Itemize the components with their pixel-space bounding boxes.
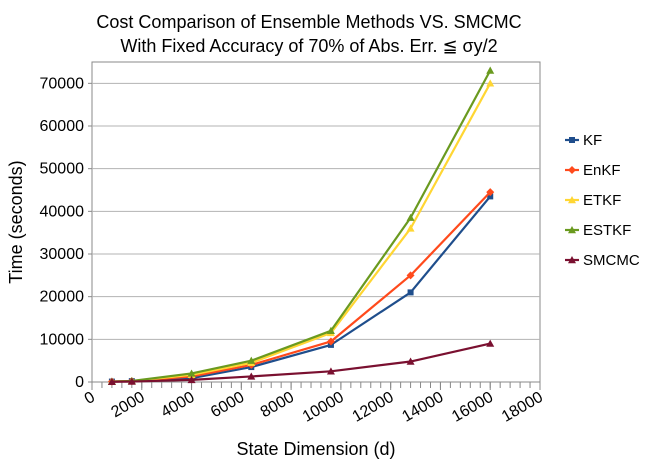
data-point-smcmc	[406, 357, 415, 365]
data-point-estkf	[486, 66, 495, 74]
series-estkf	[107, 66, 495, 385]
legend-item-enkf: EnKF	[565, 162, 621, 179]
legend: KF EnKF ETKF ESTKF SMCMC	[565, 132, 640, 269]
legend-label: SMCMC	[583, 252, 640, 269]
data-point-smcmc	[326, 367, 335, 375]
legend-item-etkf: ETKF	[565, 192, 621, 209]
data-point-kf	[487, 193, 494, 200]
y-tick-label: 60000	[40, 118, 85, 135]
data-point-etkf	[486, 79, 495, 87]
data-point-enkf	[326, 337, 335, 346]
legend-marker	[568, 256, 576, 264]
y-axis-title: Time (seconds)	[6, 160, 26, 283]
legend-label: KF	[583, 132, 602, 149]
y-tick-label: 40000	[40, 203, 85, 220]
y-tick-label: 70000	[40, 75, 85, 92]
x-tick-label: 4000	[158, 389, 197, 422]
data-point-smcmc	[127, 377, 136, 385]
y-tick-label: 0	[75, 374, 84, 391]
legend-item-estkf: ESTKF	[565, 222, 631, 239]
series-line-etkf	[111, 82, 492, 383]
plot-area-border	[91, 61, 541, 383]
data-point-smcmc	[187, 375, 196, 384]
legend-label: ESTKF	[583, 222, 631, 239]
legend-marker	[568, 226, 576, 234]
data-point-estkf	[406, 213, 415, 221]
data-point-estkf	[247, 356, 256, 364]
y-tick-label: 10000	[40, 331, 85, 348]
data-point-estkf	[187, 369, 196, 377]
series-line-kf	[111, 195, 492, 383]
legend-marker	[568, 196, 576, 204]
x-tick-label: 18000	[499, 389, 546, 426]
x-tick-label: 6000	[208, 389, 247, 422]
legend-item-kf: KF	[565, 132, 602, 149]
data-point-smcmc	[247, 372, 256, 380]
x-tick-label: 10000	[300, 389, 347, 426]
data-point-estkf	[326, 326, 335, 334]
data-point-kf	[407, 289, 414, 296]
grid-layer	[92, 82, 540, 340]
data-point-enkf	[486, 188, 495, 197]
data-point-smcmc	[107, 377, 116, 385]
x-axis-title: State Dimension (d)	[236, 439, 395, 459]
x-tick-label: 2000	[108, 389, 147, 422]
legend-marker	[569, 137, 575, 143]
x-tick-label: 16000	[449, 389, 496, 426]
x-tick-label: 0	[82, 389, 98, 408]
legend-label: EnKF	[583, 162, 621, 179]
x-tick-label: 14000	[399, 389, 446, 426]
series-line-estkf	[111, 70, 492, 383]
data-point-etkf	[406, 224, 415, 232]
data-point-enkf	[406, 271, 415, 280]
y-tick-label: 30000	[40, 246, 85, 263]
legend-item-smcmc: SMCMC	[565, 252, 640, 269]
x-tick-label: 12000	[350, 389, 397, 426]
y-tick-label: 50000	[40, 161, 85, 178]
y-tick-label: 20000	[40, 289, 85, 306]
legend-marker	[568, 166, 576, 174]
data-point-smcmc	[486, 339, 495, 347]
legend-label: ETKF	[583, 192, 621, 209]
chart-title-line-2: With Fixed Accuracy of 70% of Abs. Err. …	[120, 36, 497, 56]
chart-title-line-1: Cost Comparison of Ensemble Methods VS. …	[96, 12, 521, 32]
series-layer	[107, 66, 495, 386]
x-tick-label: 8000	[258, 389, 297, 422]
series-smcmc	[107, 339, 495, 385]
